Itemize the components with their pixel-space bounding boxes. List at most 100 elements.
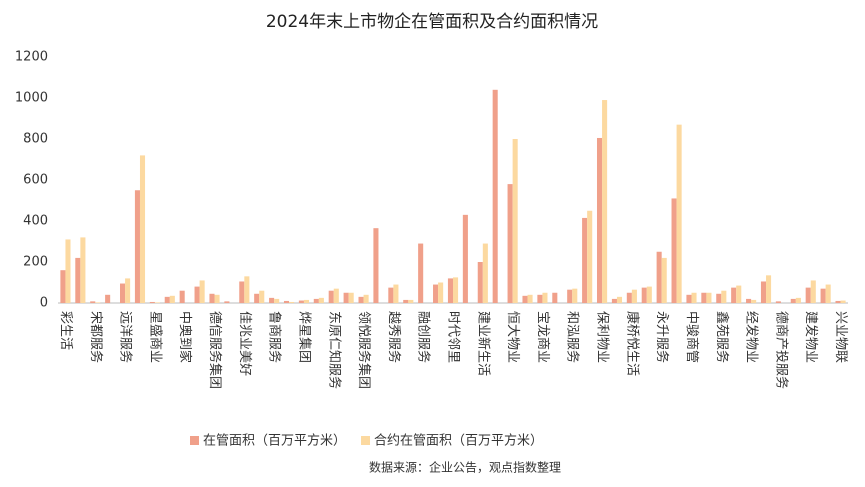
bar <box>164 296 170 303</box>
bar <box>328 290 334 303</box>
bar <box>179 290 185 303</box>
x-tick-label: 建发物业 <box>803 311 819 363</box>
bar <box>825 284 831 303</box>
bar <box>582 217 588 303</box>
x-tick-label: 佳兆业美好 <box>237 311 252 376</box>
bar <box>120 283 126 303</box>
bar <box>60 270 66 303</box>
bar <box>626 292 632 303</box>
bar <box>706 292 712 303</box>
y-tick-label: 400 <box>23 214 48 229</box>
x-tick-label: 领悦服务集团 <box>356 311 372 389</box>
bar <box>90 301 96 303</box>
chart-title: 2024年末上市物企在管面积及合约面积情况 <box>266 12 598 32</box>
bar <box>95 302 101 303</box>
y-tick-label: 600 <box>23 173 48 188</box>
bar <box>259 290 265 303</box>
bar <box>214 294 220 303</box>
x-tick-label: 彩生活 <box>58 311 73 350</box>
x-tick-label: 经发物业 <box>744 311 760 363</box>
bar <box>805 287 811 303</box>
bar <box>542 292 548 303</box>
bar <box>75 257 81 303</box>
x-tick-label: 康桥悦生活 <box>624 311 640 376</box>
y-tick-label: 1200 <box>15 50 48 65</box>
bar <box>134 190 140 303</box>
bar <box>80 237 86 303</box>
x-tick-label: 永升服务 <box>654 311 670 363</box>
bar <box>631 289 637 303</box>
bar <box>656 251 662 303</box>
bar <box>766 275 772 303</box>
bar <box>154 302 160 303</box>
bar <box>363 294 369 303</box>
bar <box>616 296 623 303</box>
bar <box>691 292 697 303</box>
bar <box>433 284 439 303</box>
bar <box>507 184 513 303</box>
bar <box>65 239 71 303</box>
y-tick-label: 0 <box>40 296 48 311</box>
bar <box>512 139 518 303</box>
x-tick-label: 兴业物联 <box>833 311 848 363</box>
bar <box>746 298 752 303</box>
bar <box>641 287 647 303</box>
bar <box>393 284 399 303</box>
bar <box>105 294 111 303</box>
x-tick-label: 融创服务 <box>416 311 432 363</box>
bar <box>274 298 280 303</box>
y-tick-label: 200 <box>23 255 48 270</box>
bar <box>810 280 816 303</box>
bar <box>775 301 781 303</box>
bar <box>194 286 200 303</box>
x-tick-label: 鲁商服务 <box>267 311 283 363</box>
x-tick-label: 烨星集团 <box>296 311 312 363</box>
x-tick-label: 星盛商业 <box>147 311 162 363</box>
x-tick-label: 中奥到家 <box>177 311 193 363</box>
x-tick-label: 恒大物业 <box>505 311 520 363</box>
bar <box>209 293 215 303</box>
bar <box>596 137 603 303</box>
x-tick-label: 时代邻里 <box>446 311 461 363</box>
bar <box>453 277 459 303</box>
bar <box>403 299 409 303</box>
source-note: 数据来源：企业公告，观点指数整理 <box>369 460 561 475</box>
x-tick-label: 中骏商管 <box>684 311 699 363</box>
bar <box>408 299 414 303</box>
bar <box>716 293 722 303</box>
bar <box>522 295 528 303</box>
y-tick-label: 1000 <box>15 91 48 106</box>
x-tick-label: 远洋服务 <box>118 311 134 363</box>
bar <box>169 295 175 303</box>
bar <box>283 300 290 303</box>
x-tick-label: 保利物业 <box>595 311 610 363</box>
bar <box>348 292 354 303</box>
bar <box>671 198 677 303</box>
bar <box>537 294 543 303</box>
bar <box>244 276 250 303</box>
bar <box>731 287 737 303</box>
bar <box>388 287 394 303</box>
bar <box>239 281 245 303</box>
bar <box>303 299 310 303</box>
bar <box>447 278 453 303</box>
bar <box>572 288 578 303</box>
bar <box>139 155 146 303</box>
bar <box>736 285 742 303</box>
bar <box>646 286 652 303</box>
legend-swatch <box>361 436 371 445</box>
bar <box>318 297 324 303</box>
bar <box>462 214 468 303</box>
legend-swatch <box>190 436 199 445</box>
bar <box>438 282 444 303</box>
bar <box>482 243 488 303</box>
bar <box>587 210 593 303</box>
x-tick-label: 德信服务集团 <box>207 311 223 389</box>
bar <box>125 278 131 303</box>
bar <box>661 257 667 303</box>
bar <box>602 100 608 303</box>
bar <box>343 292 349 303</box>
bar <box>835 300 841 303</box>
bar <box>418 243 424 303</box>
